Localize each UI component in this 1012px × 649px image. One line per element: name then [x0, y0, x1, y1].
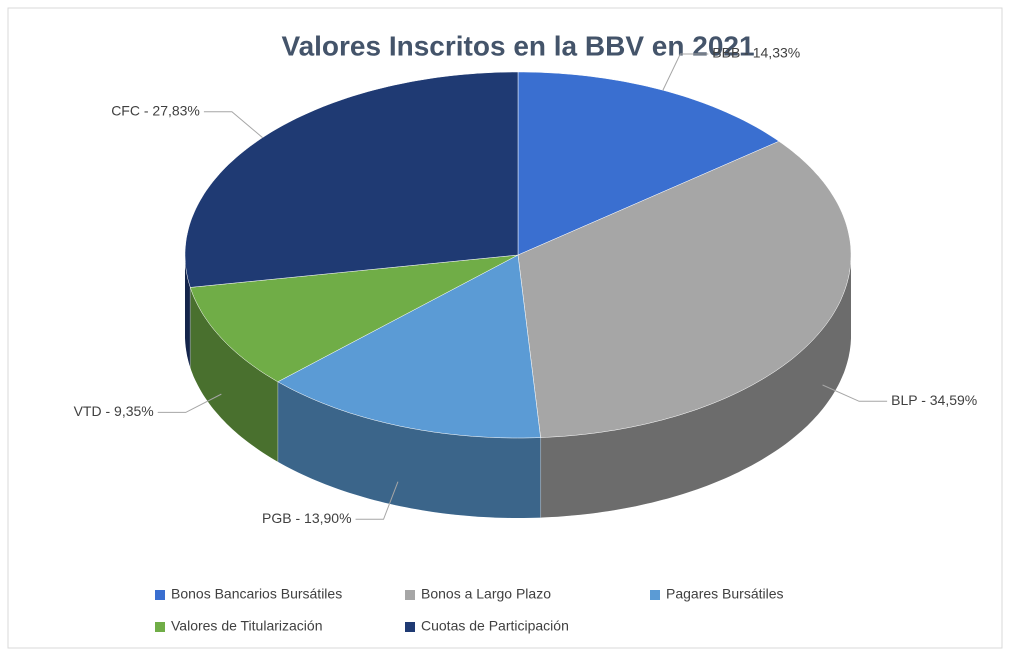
leader-line [822, 384, 888, 402]
slice [517, 141, 852, 438]
legend-label: Valores de Titularización [171, 618, 322, 634]
data-label: BLP - 34,59% [891, 392, 977, 408]
legend-swatch [155, 590, 165, 600]
data-label: CFC - 27,83% [111, 102, 200, 118]
leader-line [157, 393, 222, 413]
chart-title: Valores Inscritos en la BBV en 2021 [281, 30, 754, 61]
slice-side [190, 287, 278, 462]
legend-label: Pagares Bursátiles [666, 586, 784, 602]
legend-label: Bonos a Largo Plazo [421, 586, 551, 602]
data-label: PGB - 13,90% [262, 510, 352, 526]
slice-side-shade [277, 381, 541, 518]
leader-line [355, 481, 399, 520]
legend-swatch [155, 622, 165, 632]
slice-side-shade [185, 255, 191, 368]
slice-side [185, 255, 191, 368]
leader-line [203, 111, 263, 138]
legend-label: Cuotas de Participación [421, 618, 569, 634]
legend-swatch [405, 590, 415, 600]
slice-side-shade [190, 287, 278, 462]
legend-swatch [405, 622, 415, 632]
slice-side [540, 255, 851, 518]
slice [277, 254, 541, 439]
leader-line [662, 53, 709, 91]
data-label: VTD - 9,35% [74, 403, 154, 419]
legend-label: Bonos Bancarios Bursátiles [171, 586, 342, 602]
slice-side [277, 381, 541, 518]
data-label: BBB - 14,33% [712, 45, 800, 61]
slice [189, 254, 519, 383]
slice-side-shade [540, 255, 851, 518]
legend-swatch [650, 590, 660, 600]
